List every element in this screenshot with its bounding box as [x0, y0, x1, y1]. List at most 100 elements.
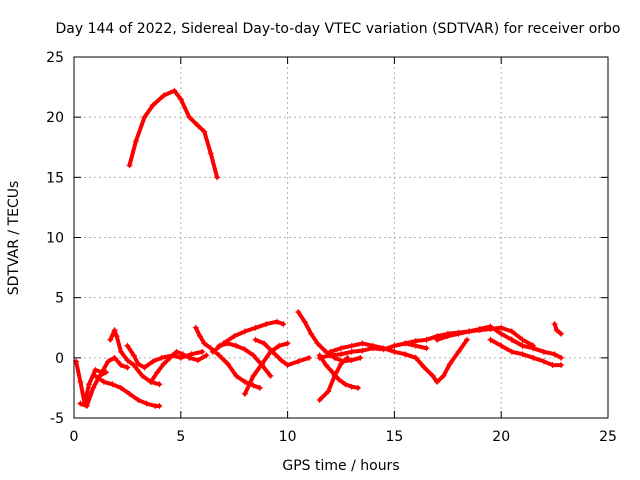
data-point [429, 372, 436, 379]
data-point [105, 358, 112, 365]
data-point [276, 342, 283, 349]
data-point [348, 342, 355, 349]
series-trace [74, 355, 130, 406]
data-point [167, 354, 174, 361]
series-trace [509, 337, 563, 360]
data-point [359, 347, 366, 354]
data-point [233, 372, 240, 379]
data-point [92, 366, 99, 373]
data-point [348, 383, 355, 390]
data-point [160, 360, 167, 367]
data-point [402, 351, 409, 358]
data-point [132, 138, 139, 145]
data-point [150, 358, 157, 365]
data-point [186, 354, 193, 361]
data-point [194, 357, 201, 364]
series-arc-5 [92, 372, 163, 409]
data-point [455, 348, 462, 355]
data-point [194, 122, 201, 129]
data-point [201, 128, 208, 135]
data-point [111, 327, 118, 334]
data-point [177, 354, 184, 361]
data-point [90, 384, 97, 391]
series-arc-23 [551, 321, 565, 337]
data-point [100, 378, 107, 385]
chart-title: Day 144 of 2022, Sidereal Day-to-day VTE… [56, 21, 621, 37]
data-point [440, 372, 447, 379]
plot-frame [73, 56, 609, 419]
data-point [117, 362, 124, 369]
series-arc-12 [252, 336, 312, 369]
data-point [92, 372, 99, 379]
data-point [558, 330, 565, 337]
data-point [314, 340, 321, 347]
data-point [111, 354, 118, 361]
series-trace [413, 337, 469, 384]
axis-ticks: 0 5 10 15 20 25 -5 0 5 10 15 20 25 [46, 50, 617, 445]
data-point [83, 402, 90, 409]
data-point [359, 340, 366, 347]
data-point [519, 342, 526, 349]
data-point [549, 362, 556, 369]
data-point [331, 372, 338, 379]
data-point [216, 352, 223, 359]
data-point [551, 321, 558, 328]
data-point [476, 325, 483, 332]
data-point [113, 333, 120, 340]
data-point [224, 340, 231, 347]
data-point [147, 378, 154, 385]
data-point [498, 330, 505, 337]
data-point [224, 360, 231, 367]
data-point [258, 360, 265, 367]
data-point [508, 348, 515, 355]
data-point [177, 96, 184, 103]
data-point [77, 400, 84, 407]
data-point [295, 309, 302, 316]
data-point [464, 336, 471, 343]
data-point [241, 378, 248, 385]
series-arc-15 [316, 354, 351, 403]
grid-lines [74, 57, 608, 418]
data-series [73, 87, 565, 409]
x-tick-label: 15 [385, 429, 403, 445]
data-point [540, 358, 547, 365]
data-point [540, 348, 547, 355]
data-point [327, 348, 334, 355]
data-point [273, 318, 280, 325]
data-point [558, 354, 565, 361]
data-point [241, 346, 248, 353]
data-point [391, 342, 398, 349]
data-point [455, 330, 462, 337]
data-point [199, 348, 206, 355]
data-point [109, 381, 116, 388]
data-point [412, 337, 419, 344]
data-point [107, 336, 114, 343]
data-point [261, 340, 268, 347]
data-point [412, 354, 419, 361]
data-point [423, 336, 430, 343]
y-tick-label: 25 [46, 50, 64, 66]
data-point [269, 348, 276, 355]
x-tick-label: 0 [70, 429, 79, 445]
data-point [338, 360, 344, 367]
data-point [316, 396, 323, 403]
data-point [135, 360, 142, 367]
y-tick-label: 0 [55, 351, 64, 367]
data-point [335, 376, 342, 383]
data-point [498, 342, 505, 349]
data-point [117, 348, 124, 355]
data-point [487, 336, 494, 343]
data-point [357, 354, 364, 361]
data-point [342, 381, 349, 388]
data-point [348, 348, 355, 355]
data-point [160, 92, 167, 99]
series-trace [127, 88, 220, 180]
data-point [305, 354, 312, 361]
data-point [256, 384, 263, 391]
data-point [252, 336, 259, 343]
data-point [530, 354, 537, 361]
series-arc-19 [412, 336, 471, 385]
x-axis-label: GPS time / hours [282, 458, 399, 474]
data-point [380, 345, 387, 352]
